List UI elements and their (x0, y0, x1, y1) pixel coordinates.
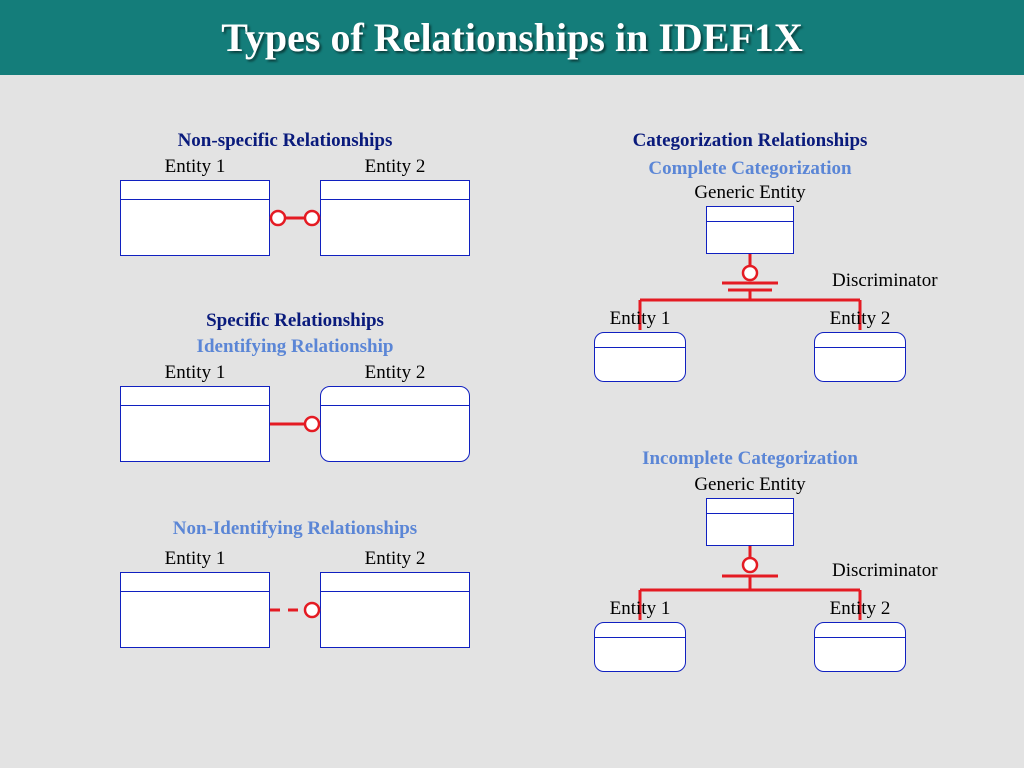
label-c-disc: Discriminator (832, 270, 938, 292)
label-c-generic: Generic Entity (650, 182, 850, 204)
heading-nonspecific: Non-specific Relationships (120, 130, 450, 152)
entity-i-generic (706, 498, 794, 546)
title-banner: Types of Relationships in IDEF1X (0, 0, 1024, 75)
entity-id-1 (120, 386, 270, 462)
entity-id-2 (320, 386, 470, 462)
entity-nid-2 (320, 572, 470, 648)
label-id-e2: Entity 2 (320, 362, 470, 384)
entity-ns-2 (320, 180, 470, 256)
heading-categorization: Categorization Relationships (560, 130, 940, 152)
entity-i-2 (814, 622, 906, 672)
heading-specific: Specific Relationships (120, 310, 470, 332)
entity-nid-1 (120, 572, 270, 648)
entity-ns-1 (120, 180, 270, 256)
page-title: Types of Relationships in IDEF1X (221, 15, 803, 60)
entity-i-1 (594, 622, 686, 672)
label-i-disc: Discriminator (832, 560, 938, 582)
entity-c-2 (814, 332, 906, 382)
label-id-e1: Entity 1 (120, 362, 270, 384)
label-c-e1: Entity 1 (594, 308, 686, 330)
entity-c-generic (706, 206, 794, 254)
heading-nonidentifying: Non-Identifying Relationships (120, 518, 470, 540)
entity-c-1 (594, 332, 686, 382)
heading-complete: Complete Categorization (560, 158, 940, 180)
label-i-e2: Entity 2 (814, 598, 906, 620)
label-i-e1: Entity 1 (594, 598, 686, 620)
label-nid-e1: Entity 1 (120, 548, 270, 570)
label-ns-e2: Entity 2 (320, 156, 470, 178)
label-i-generic: Generic Entity (650, 474, 850, 496)
heading-identifying: Identifying Relationship (120, 336, 470, 358)
label-ns-e1: Entity 1 (120, 156, 270, 178)
heading-incomplete: Incomplete Categorization (560, 448, 940, 470)
label-nid-e2: Entity 2 (320, 548, 470, 570)
label-c-e2: Entity 2 (814, 308, 906, 330)
